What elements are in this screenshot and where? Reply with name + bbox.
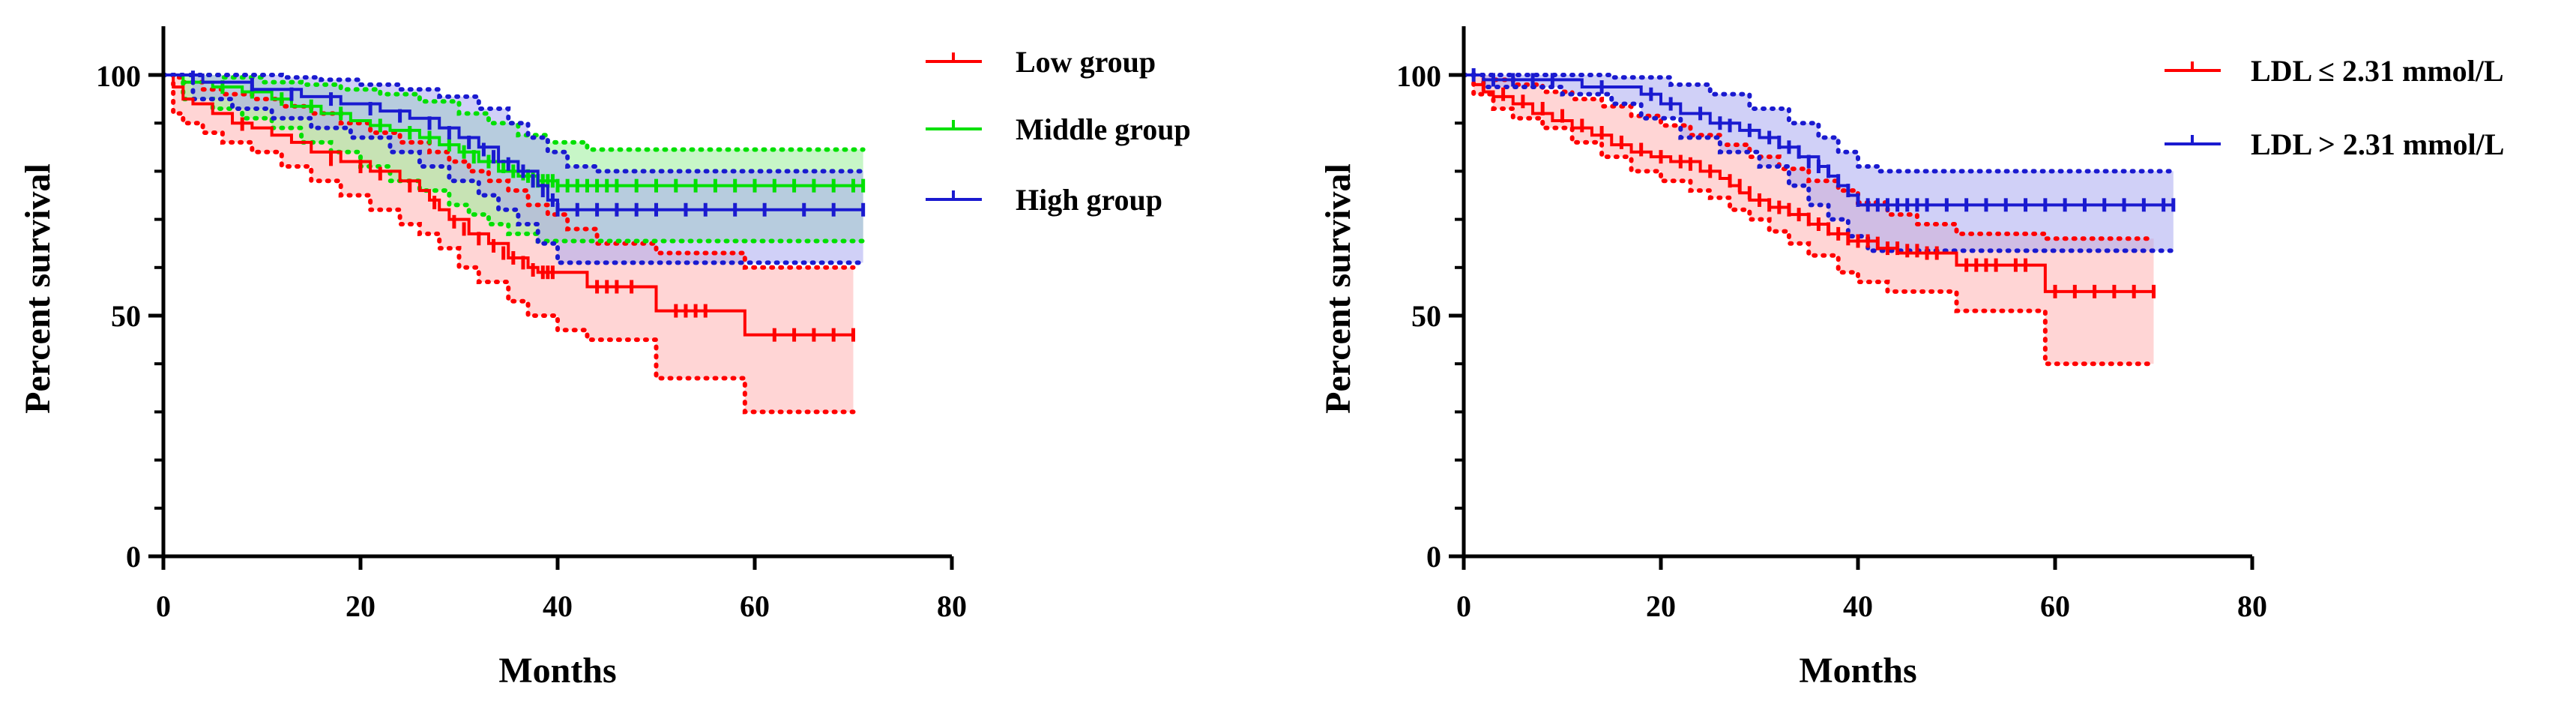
ci-lower-line (1462, 73, 2156, 367)
x-tick-label-left: 60 (740, 589, 770, 623)
legend-item-low-group: Low group (926, 45, 1156, 79)
axis-ticks-left (148, 73, 954, 570)
legend-left: Low group Middle group High group (926, 45, 1191, 217)
x-tick-label-right: 40 (1843, 589, 1873, 623)
left-survival-chart: 100 50 0 0 20 40 60 80 Months Percent su… (18, 26, 1191, 691)
ci-upper-line (161, 73, 866, 174)
axis-ticks-right (1449, 73, 2254, 570)
y-tick-label-right: 100 (1396, 59, 1441, 93)
y-tick-label-left: 0 (126, 540, 141, 574)
legend-label-ldl-low: LDL ≤ 2.31 mmol/L (2251, 54, 2504, 88)
x-tick-label-left: 20 (346, 589, 375, 623)
y-tick-label-right: 50 (1411, 299, 1441, 333)
legend-label-high-group: High group (1016, 183, 1162, 217)
x-axis-title-right: Months (1799, 651, 1916, 691)
y-tick-label-left: 50 (111, 299, 141, 333)
y-axis-title-right: Percent survival (1318, 163, 1358, 414)
plot-area-left (161, 70, 866, 415)
legend-label-middle-group: Middle group (1016, 112, 1191, 146)
legend-item-high-group: High group (926, 183, 1162, 217)
x-tick-label-left: 0 (156, 589, 171, 623)
legend-label-low-group: Low group (1016, 45, 1156, 79)
x-axis-title-left: Months (498, 651, 616, 691)
legend-item-middle-group: Middle group (926, 112, 1191, 146)
y-tick-label-right: 0 (1426, 540, 1441, 574)
x-tick-label-right: 0 (1456, 589, 1471, 623)
ci-upper-line (1462, 73, 2176, 174)
ci-lower-line (161, 73, 856, 415)
legend-right: LDL ≤ 2.31 mmol/L LDL > 2.31 mmol/L (2165, 54, 2504, 161)
right-survival-chart: 100 50 0 0 20 40 60 80 Months Percent su… (1318, 26, 2504, 691)
x-tick-label-left: 40 (543, 589, 573, 623)
ci-lower-line (161, 73, 866, 265)
plot-area-right (1462, 68, 2176, 367)
x-tick-label-right: 60 (2040, 589, 2070, 623)
legend-item-ldl-high: LDL > 2.31 mmol/L (2165, 127, 2504, 161)
legend-item-ldl-low: LDL ≤ 2.31 mmol/L (2165, 54, 2504, 88)
x-tick-label-left: 80 (937, 589, 967, 623)
y-axis-title-left: Percent survival (18, 163, 58, 414)
ci-upper-line (161, 73, 866, 152)
x-tick-label-right: 80 (2237, 589, 2267, 623)
x-tick-label-right: 20 (1646, 589, 1676, 623)
legend-label-ldl-high: LDL > 2.31 mmol/L (2251, 127, 2504, 161)
ci-lower-line (1462, 73, 2176, 253)
y-tick-label-left: 100 (96, 59, 141, 93)
